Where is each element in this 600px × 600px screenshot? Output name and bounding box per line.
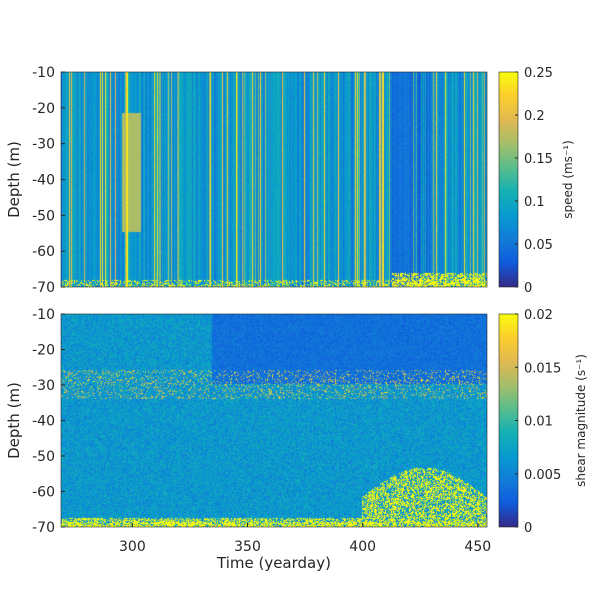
y-tick-label: -50 [32,208,55,224]
colorbar-tick-label: 0.015 [524,361,561,376]
y-tick-label: -10 [32,307,55,323]
colorbar-tick-label: 0.005 [524,468,561,483]
colorbar-tick-label: 0 [524,521,532,536]
y-tick-label: -20 [32,101,55,117]
plot-frame [60,313,488,528]
colorbar-tick-label: 0.02 [524,308,553,323]
colorbar-frame [498,71,519,288]
plot-frame [60,71,488,288]
x-tick-label: 400 [349,539,376,555]
y-tick-label: -30 [32,378,55,394]
x-tick-label: 350 [234,539,261,555]
x-axis-label: Time (yearday) [216,554,331,572]
y-tick-label: -70 [32,520,55,536]
y-tick-label: -40 [32,414,55,430]
colorbar-tick-label: 0.01 [524,415,553,430]
colorbar-tick-label: 0.1 [524,195,545,210]
y-axis-label: Depth (m) [5,382,23,459]
shear-axes: -10 -20 -30 -40 -50 -60 -70 300 350 400 450 Depth (… [5,307,588,555]
shear-colorbar [499,314,518,527]
colorbar-label: speed (ms⁻¹) [561,140,575,219]
shear-heatmap [61,314,487,527]
y-tick-label: -60 [32,244,55,260]
y-tick-label: -40 [32,173,55,189]
y-tick-label: -70 [32,280,55,296]
colorbar-tick-label: 0.25 [524,66,553,81]
x-tick-label: 300 [119,539,146,555]
colorbar-tick-label: 0.15 [524,152,553,167]
y-tick-label: -50 [32,449,55,465]
y-tick-label: -60 [32,485,55,501]
y-tick-label: -20 [32,343,55,359]
x-tick-label: 450 [464,539,491,555]
speed-heatmap [61,72,487,287]
y-axis-label: Depth (m) [5,141,23,218]
y-tick-label: -30 [32,137,55,153]
colorbar-label: shear magnitude (s⁻¹) [574,354,588,487]
y-tick-label: -10 [32,65,55,81]
colorbar-tick-label: 0 [524,281,532,296]
speed-colorbar [499,72,518,287]
colorbar-tick-label: 0.2 [524,109,545,124]
speed-axes: -10 -20 -30 -40 -50 -60 -70 Depth (m) 0 0.05 0.1 0.… [5,65,575,296]
colorbar-tick-label: 0.05 [524,238,553,253]
